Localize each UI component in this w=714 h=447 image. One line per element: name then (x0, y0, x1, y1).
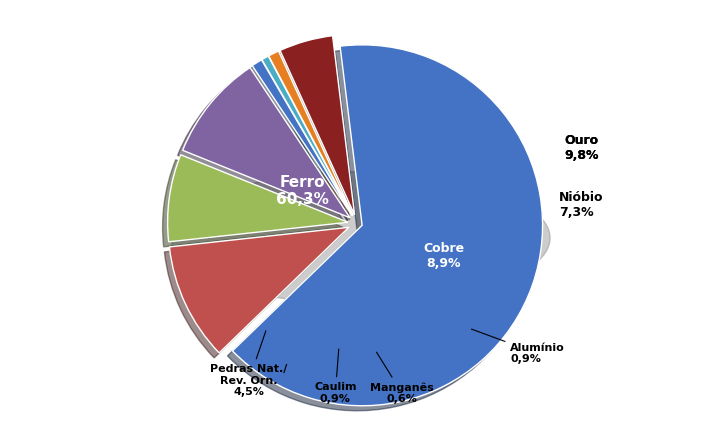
Text: Alumínio
0,9%: Alumínio 0,9% (471, 329, 565, 364)
Wedge shape (169, 228, 349, 353)
Text: Ferro
60,3%: Ferro 60,3% (276, 175, 329, 207)
Wedge shape (183, 67, 350, 218)
Text: Manganês
0,6%: Manganês 0,6% (371, 352, 434, 405)
Wedge shape (168, 155, 348, 242)
Ellipse shape (171, 172, 550, 304)
Text: Cobre
8,9%: Cobre 8,9% (423, 242, 464, 270)
Text: Nióbio
7,3%: Nióbio 7,3% (559, 191, 603, 219)
Wedge shape (233, 45, 543, 406)
Wedge shape (252, 60, 352, 216)
Text: Pedras Nat./
Rev. Orn.
4,5%: Pedras Nat./ Rev. Orn. 4,5% (210, 331, 288, 397)
Text: Ouro
9,8%: Ouro 9,8% (565, 134, 599, 162)
Wedge shape (280, 36, 355, 215)
Wedge shape (268, 51, 353, 215)
Text: Ouro
9,8%: Ouro 9,8% (565, 134, 599, 162)
Text: Caulim
0,9%: Caulim 0,9% (314, 349, 356, 404)
Wedge shape (262, 56, 353, 215)
